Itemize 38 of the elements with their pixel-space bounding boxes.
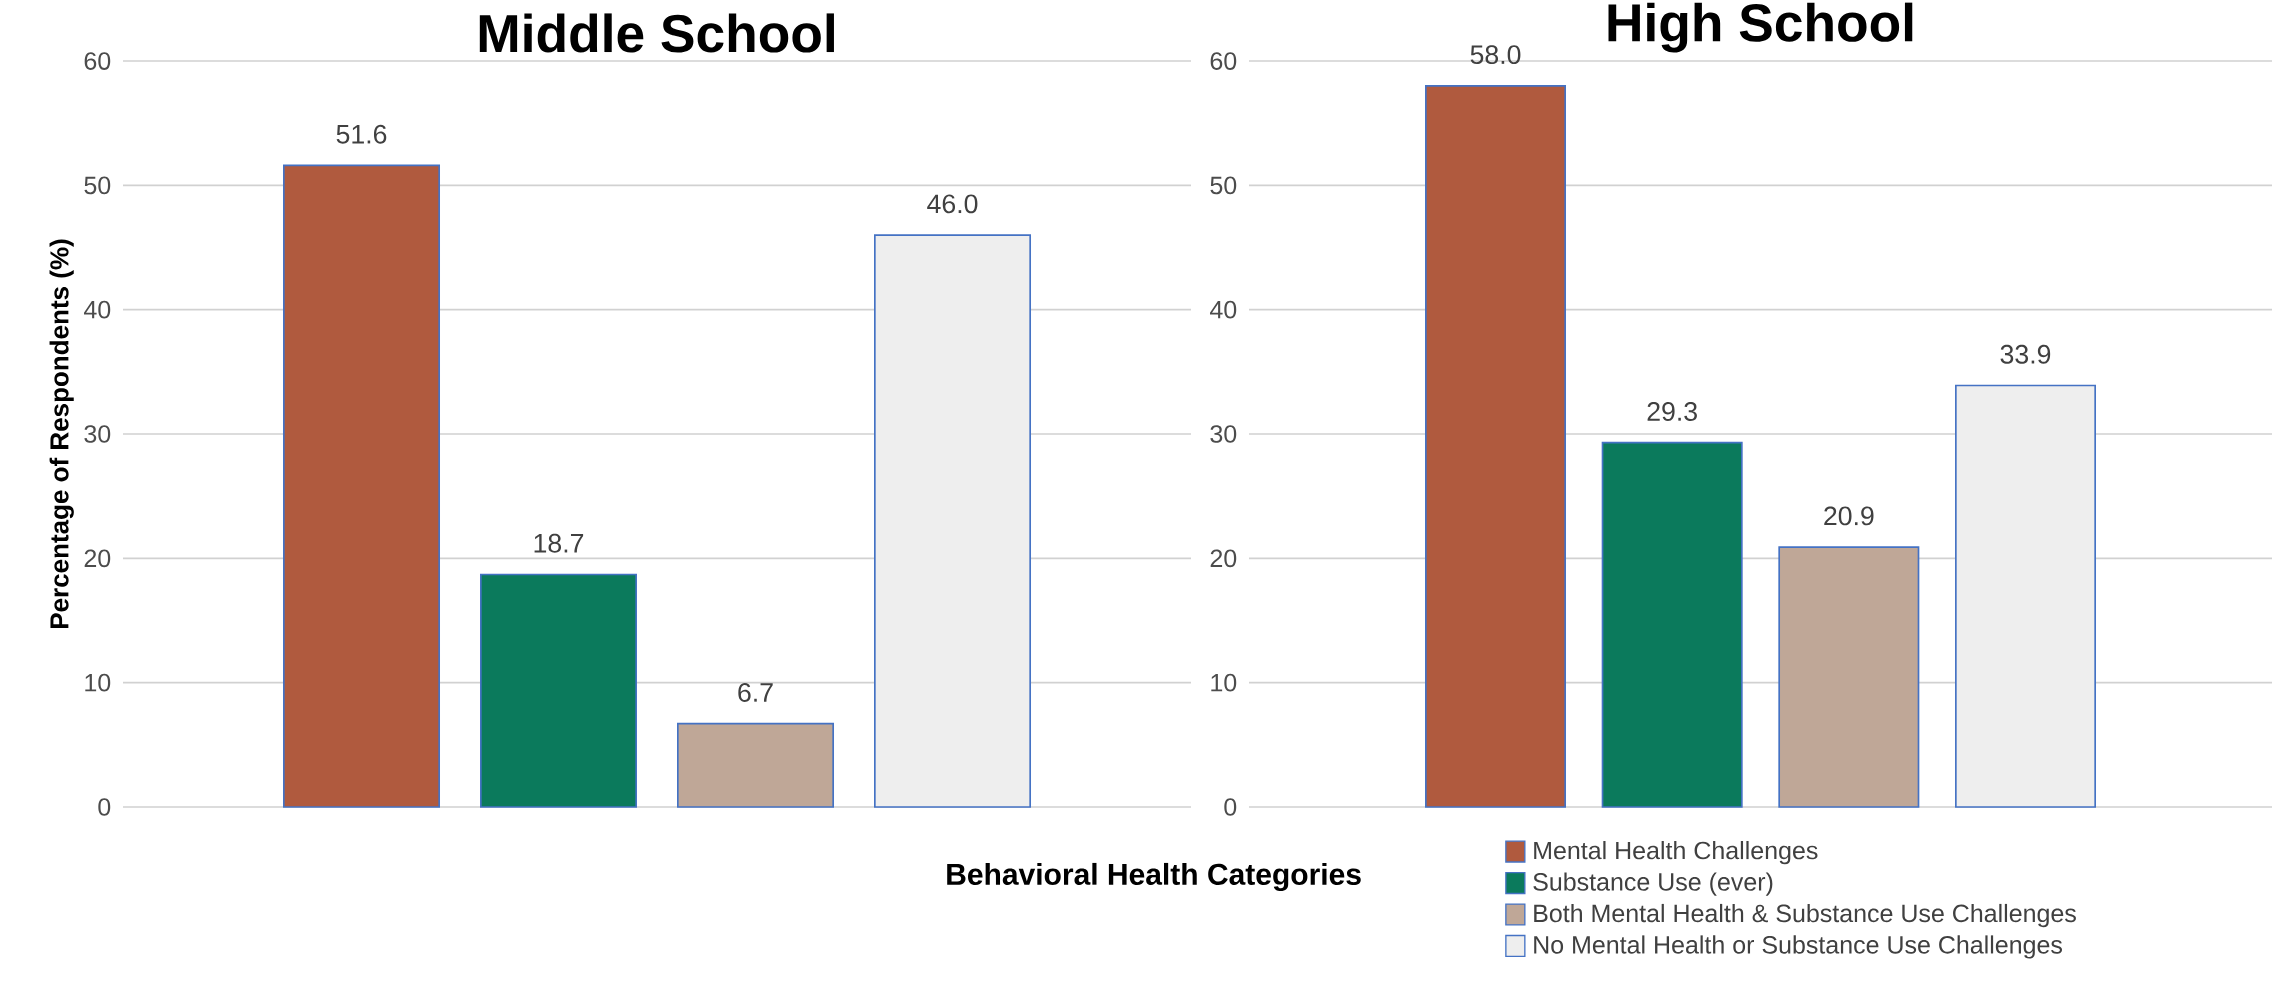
data-label: 46.0 xyxy=(927,194,978,214)
bar xyxy=(283,164,441,808)
y-tick-label: 50 xyxy=(1210,176,1237,195)
x-axis-title: Behavioral Health Categories xyxy=(947,862,1361,892)
y-tick-label: 30 xyxy=(84,425,111,443)
y-tick-label: 10 xyxy=(85,673,111,692)
bar xyxy=(874,234,1032,808)
data-label: 58.0 xyxy=(1470,45,1521,65)
bar xyxy=(1601,441,1743,808)
data-label: 51.6 xyxy=(336,124,387,144)
data-label: 33.9 xyxy=(2000,344,2051,364)
bar xyxy=(480,573,638,808)
legend-label: Substance Use (ever) xyxy=(1533,872,1773,896)
y-tick-label: 40 xyxy=(1210,300,1237,319)
bar xyxy=(1955,384,2097,808)
bar xyxy=(1425,85,1567,808)
y-tick-label: 60 xyxy=(1210,52,1237,70)
data-label: 6.7 xyxy=(738,683,773,702)
legend-label: Mental Health Challenges xyxy=(1534,841,1818,865)
data-label: 29.3 xyxy=(1647,402,1697,421)
y-tick-label: 40 xyxy=(84,300,111,319)
data-label: 20.9 xyxy=(1824,506,1874,526)
y-tick-label: 30 xyxy=(1210,425,1237,443)
data-label: 18.7 xyxy=(534,533,584,553)
chart-title: Middle School xyxy=(479,13,834,53)
legend-label: No Mental Health or Substance Use Challenges xyxy=(1534,935,2062,959)
y-tick-label: 0 xyxy=(1224,798,1237,816)
y-tick-label: 20 xyxy=(84,549,111,568)
legend-label: Both Mental Health & Substance Use Challenges xyxy=(1534,903,2076,928)
y-tick-label: 0 xyxy=(98,798,111,816)
bar xyxy=(676,722,835,808)
y-tick-label: 10 xyxy=(1211,673,1237,692)
y-axis-title: Percentage of Respondents (%) xyxy=(49,239,74,629)
y-tick-label: 60 xyxy=(84,52,111,70)
chart-title: High School xyxy=(1608,2,1913,53)
y-tick-label: 20 xyxy=(1210,549,1237,568)
bar xyxy=(1778,546,1920,808)
y-tick-label: 50 xyxy=(84,176,111,195)
